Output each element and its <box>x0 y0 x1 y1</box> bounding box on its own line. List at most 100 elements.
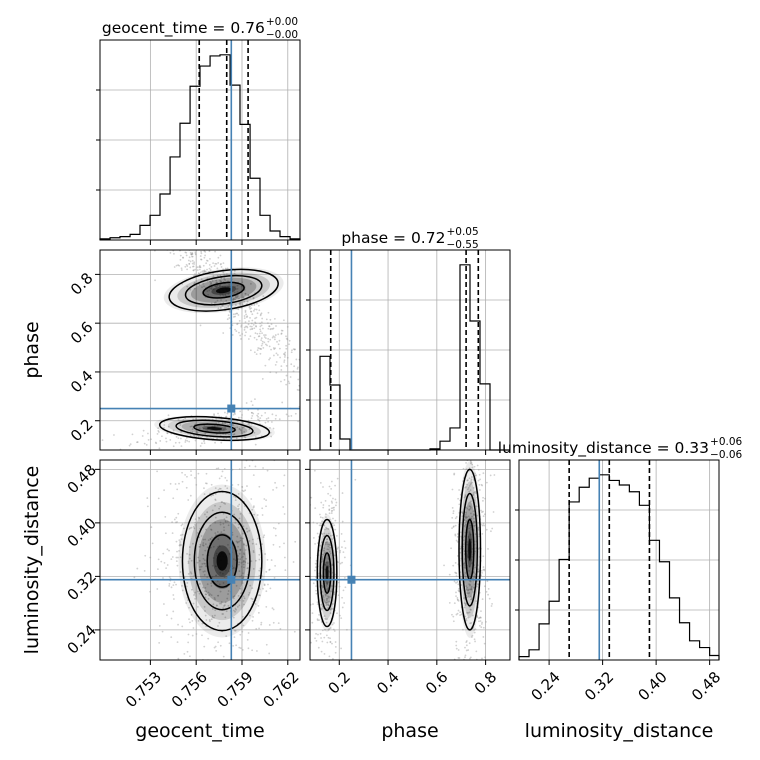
scatter-point <box>329 627 332 629</box>
scatter-point <box>210 494 213 497</box>
scatter-point <box>205 515 208 518</box>
scatter-point <box>249 317 251 319</box>
scatter-point <box>204 270 207 273</box>
scatter-point <box>301 358 303 360</box>
scatter-point <box>248 591 251 594</box>
scatter-point <box>234 298 237 301</box>
scatter-point <box>322 596 325 599</box>
scatter-point <box>233 291 236 294</box>
title-plus-phase: +0.05 <box>446 226 478 238</box>
scatter-point <box>242 595 245 598</box>
scatter-point <box>470 538 473 541</box>
scatter-point <box>225 635 228 638</box>
contour-0-0 <box>181 490 263 632</box>
scatter-point <box>465 517 467 519</box>
scatter-point <box>462 628 464 631</box>
scatter-point <box>327 532 330 535</box>
scatter-point <box>316 619 319 622</box>
scatter-point <box>211 564 214 567</box>
scatter-point <box>302 369 304 371</box>
scatter-point <box>238 540 240 543</box>
scatter-point <box>456 612 459 615</box>
scatter-point <box>470 636 473 638</box>
scatter-point <box>214 262 217 265</box>
scatter-point <box>180 267 183 270</box>
scatter-point <box>269 431 272 434</box>
scatter-point <box>468 490 471 493</box>
scatter-point <box>482 566 485 568</box>
scatter-point <box>327 595 329 598</box>
scatter-point <box>188 546 191 548</box>
scatter-point <box>340 617 343 620</box>
scatter-point <box>455 613 458 616</box>
scatter-point <box>322 506 325 509</box>
scatter-point <box>214 285 217 288</box>
scatter-point <box>223 670 225 672</box>
scatter-point <box>277 333 280 336</box>
scatter-point <box>257 537 259 540</box>
scatter-point <box>203 645 206 648</box>
scatter-point <box>470 517 473 520</box>
scatter-point <box>458 503 461 506</box>
scatter-point <box>469 533 472 536</box>
scatter-point <box>285 347 288 350</box>
scatter-point <box>468 509 471 511</box>
scatter-point <box>302 366 304 368</box>
scatter-point <box>343 556 346 559</box>
scatter-point <box>269 328 272 331</box>
scatter-point <box>254 465 257 468</box>
scatter-point <box>469 580 472 583</box>
scatter-point <box>235 644 238 647</box>
scatter-point <box>212 675 214 677</box>
scatter-point <box>240 566 243 568</box>
scatter-point <box>325 599 328 601</box>
scatter-point <box>257 418 259 421</box>
scatter-point <box>200 250 203 253</box>
scatter-point <box>265 643 268 646</box>
scatter-point <box>341 546 343 549</box>
scatter-point <box>241 281 244 284</box>
scatter-point <box>198 283 201 286</box>
scatter-point <box>481 532 484 535</box>
scatter-point <box>326 582 329 585</box>
scatter-point <box>452 525 455 528</box>
scatter-point <box>336 547 339 550</box>
scatter-point <box>251 328 253 330</box>
scatter-point <box>263 334 265 336</box>
scatter-point <box>196 269 199 271</box>
scatter-point <box>272 489 274 491</box>
scatter-point <box>249 308 252 310</box>
title-plus-luminosity_distance: +0.06 <box>710 436 742 448</box>
scatter-point <box>174 483 177 485</box>
scatter-point <box>264 343 267 346</box>
scatter-point <box>469 507 472 510</box>
scatter-point <box>207 293 210 296</box>
scatter-point <box>214 499 217 501</box>
scatter-point <box>238 331 240 334</box>
scatter-point <box>159 440 162 442</box>
scatter-point <box>242 296 245 299</box>
scatter-point <box>470 500 472 503</box>
scatter-point <box>165 440 168 443</box>
scatter-point <box>224 485 227 487</box>
scatter-point <box>301 552 303 554</box>
scatter-point <box>487 587 490 590</box>
scatter-point <box>294 540 297 543</box>
scatter-point <box>191 634 194 637</box>
scatter-point <box>470 517 473 520</box>
scatter-point <box>232 413 235 416</box>
scatter-point <box>458 657 461 659</box>
scatter-point <box>328 512 331 515</box>
scatter-point <box>232 616 235 619</box>
scatter-point <box>469 584 471 587</box>
scatter-point <box>218 477 221 480</box>
scatter-point <box>464 602 467 605</box>
scatter-point <box>478 624 481 627</box>
scatter-point <box>329 546 332 549</box>
scatter-point <box>213 414 216 417</box>
scatter-point <box>172 594 175 596</box>
scatter-point <box>243 543 245 545</box>
scatter-point <box>250 560 253 563</box>
scatter-point <box>328 485 331 488</box>
scatter-point <box>468 485 471 487</box>
